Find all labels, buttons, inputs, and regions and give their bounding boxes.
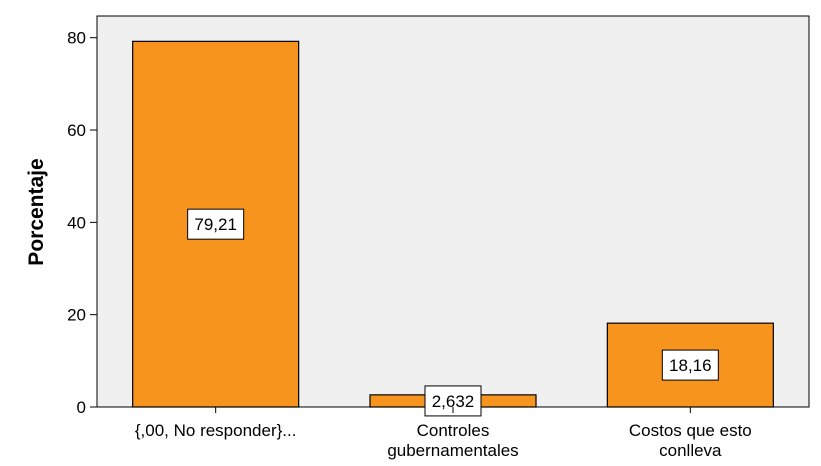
y-tick-label: 0 [77,398,86,417]
data-label: 79,21 [194,215,237,234]
y-tick-label: 40 [67,213,86,232]
data-label-box [661,349,719,381]
x-axis: {,00, No responder}... Controles gubername… [135,407,752,460]
y-axis-title: Porcentaje [25,158,48,265]
bars: 79,21 2,632 18,16 [132,40,774,417]
category-label: {,00, No responder}... [135,421,297,440]
y-axis: 0 20 40 60 80 [67,29,97,417]
y-tick-label: 80 [67,29,86,48]
data-label: 18,16 [669,356,712,375]
category-label: Controles gubernamentales [387,421,518,460]
data-label-box [187,208,245,240]
y-tick-label: 20 [67,306,86,325]
data-label: 2,632 [432,392,475,411]
y-tick-label: 60 [67,121,86,140]
category-label: Costos que esto conlleva [629,421,752,460]
